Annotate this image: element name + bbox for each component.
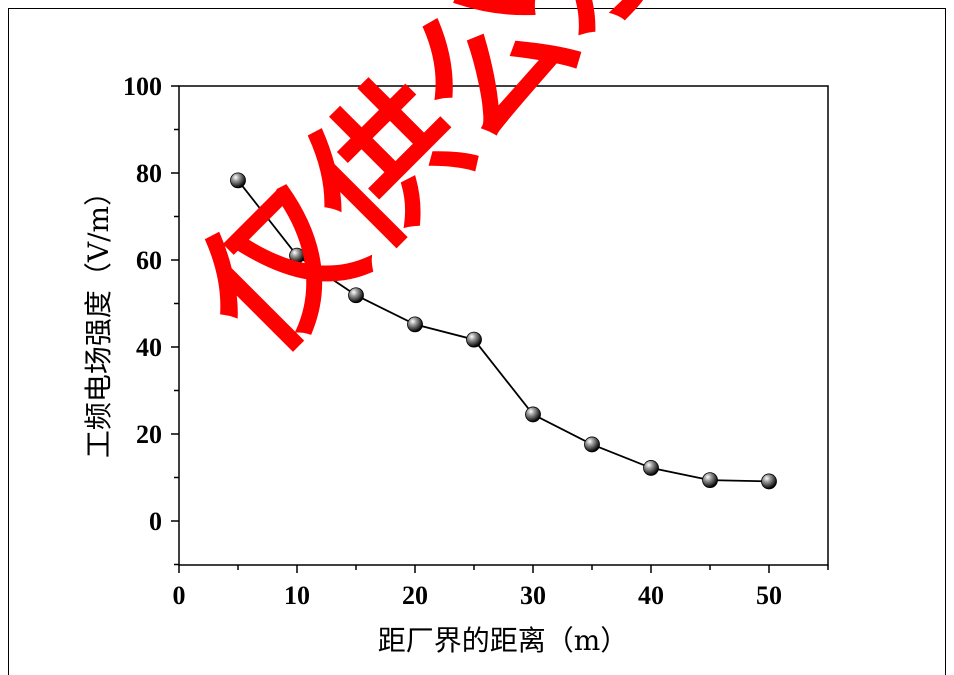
- data-point: [289, 247, 305, 264]
- data-point: [643, 460, 659, 476]
- points-layer: [230, 172, 777, 490]
- data-point: [230, 172, 246, 189]
- series-line: [237, 179, 770, 483]
- x-tick-label: 40: [638, 581, 664, 610]
- tick-labels-layer: 0 10 20 30 40 50 0 20 40 60 80 100: [123, 72, 782, 610]
- ticks-layer: [171, 85, 829, 573]
- plot-area: [178, 85, 829, 566]
- y-tick-label: 40: [136, 333, 162, 362]
- y-tick-label: 100: [123, 72, 162, 101]
- y-tick-label: 60: [136, 246, 162, 275]
- data-point: [407, 316, 423, 333]
- y-tick-label: 0: [149, 507, 162, 536]
- data-point: [466, 331, 482, 348]
- data-point: [348, 287, 364, 304]
- x-tick-label: 10: [284, 581, 310, 610]
- data-point: [525, 406, 541, 423]
- y-tick-label: 80: [136, 159, 162, 188]
- data-point: [761, 473, 777, 490]
- series-line-layer: [237, 179, 770, 483]
- watermark-text: 仅供公示: [167, 0, 714, 385]
- x-tick-label: 20: [402, 581, 428, 610]
- y-axis-title: 工频电场强度（V/m）: [82, 178, 115, 458]
- data-point: [584, 436, 600, 453]
- x-axis-title: 距厂界的距离（m）: [378, 624, 629, 657]
- x-tick-label: 50: [756, 581, 782, 610]
- x-tick-label: 30: [520, 581, 546, 610]
- x-tick-label: 0: [173, 581, 186, 610]
- y-tick-label: 20: [136, 420, 162, 449]
- data-point: [702, 472, 718, 489]
- figure-border: [8, 8, 946, 675]
